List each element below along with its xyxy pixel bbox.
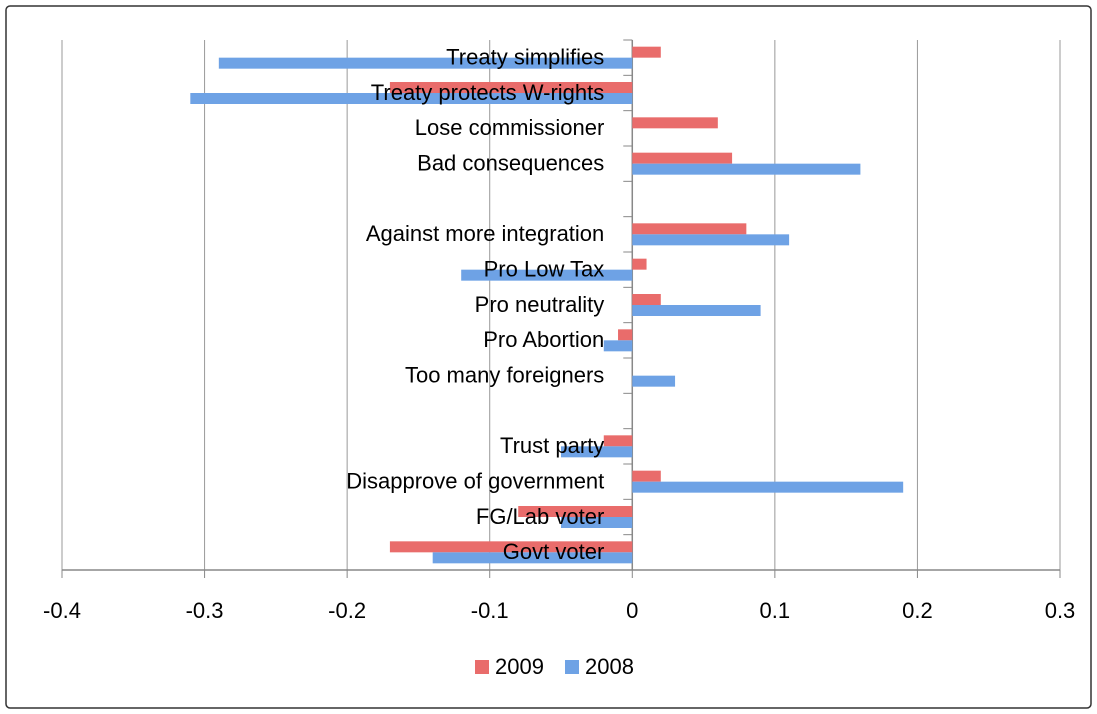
y-tick-label: Govt voter [503,539,604,564]
bar [561,517,633,528]
bar [632,223,747,235]
bar [461,269,633,281]
y-tick-label: Against more integration [366,221,604,246]
y-tick-label: Treaty simplifies [446,44,604,69]
bar [190,93,633,104]
x-tick-label: -0.1 [471,598,509,623]
x-tick-label: -0.3 [186,598,224,623]
bar [632,305,761,316]
y-tick-label: Treaty protects W-rights [371,80,605,105]
y-tick-label: Disapprove of government [346,468,604,493]
chart-frame [5,5,1092,709]
y-tick-label: Too many foreigners [405,362,604,387]
bar [632,481,904,493]
bar [389,82,633,93]
y-tick-label: Trust party [500,433,604,458]
bar [603,340,633,352]
x-tick-label: -0.2 [328,598,366,623]
bar [618,329,633,341]
bar [632,294,661,305]
x-tick-label: 0.3 [1045,598,1076,623]
bar [603,435,633,447]
y-tick-label: FG/Lab voter [476,504,604,529]
y-tick-label: Pro Abortion [483,327,604,352]
x-tick-label: 0.2 [902,598,933,623]
bar [632,234,790,246]
y-tick-label: Pro Low Tax [484,256,605,281]
bar [632,46,661,58]
bar [389,541,633,553]
legend-label: 2008 [585,654,634,679]
y-tick-label: Lose commissioner [415,115,605,140]
bar [518,506,633,517]
x-tick-label: 0.1 [760,598,791,623]
bar [632,163,861,175]
legend-label: 2009 [495,654,544,679]
y-tick-label: Bad consequences [417,150,604,175]
legend-swatch [475,660,489,674]
legend-swatch [565,660,579,674]
bar [632,152,733,164]
bar [218,57,633,69]
x-tick-label: -0.4 [43,598,81,623]
x-tick-label: 0 [626,598,638,623]
bar [432,552,633,564]
bar [632,117,718,129]
bar [632,375,676,387]
bar [632,258,647,270]
y-tick-label: Pro neutrality [475,292,605,317]
bar [632,470,661,482]
bar [561,446,633,458]
